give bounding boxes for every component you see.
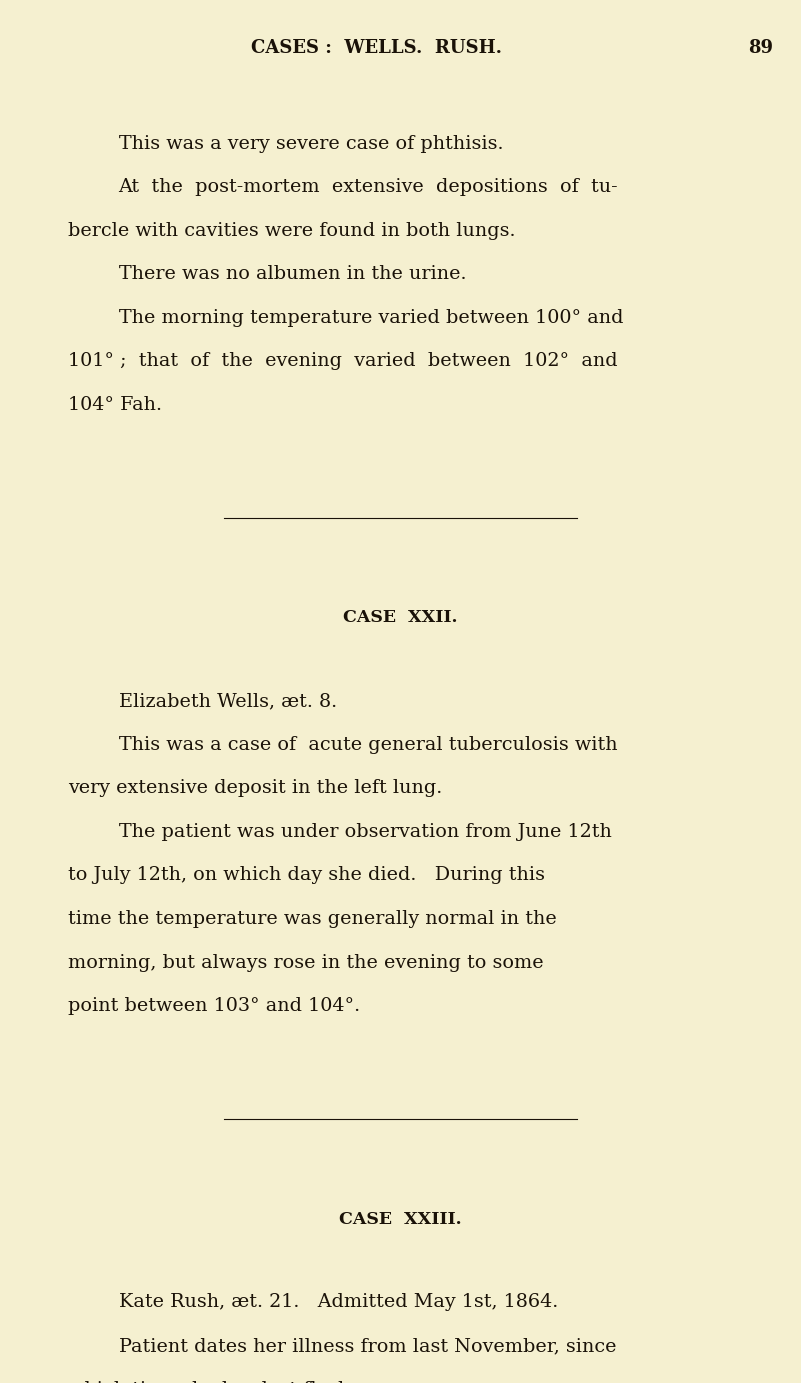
Text: point between 103° and 104°.: point between 103° and 104°. [68, 997, 360, 1015]
Text: Elizabeth Wells, æt. 8.: Elizabeth Wells, æt. 8. [119, 692, 336, 711]
Text: to July 12th, on which day she died.   During this: to July 12th, on which day she died. Dur… [68, 866, 545, 885]
Text: 101° ;  that  of  the  evening  varied  between  102°  and: 101° ; that of the evening varied betwee… [68, 353, 618, 371]
Text: CASES :  WELLS.  RUSH.: CASES : WELLS. RUSH. [251, 39, 502, 57]
Text: 104° Fah.: 104° Fah. [68, 396, 162, 414]
Text: CASE  XXIII.: CASE XXIII. [339, 1210, 462, 1228]
Text: Kate Rush, æt. 21.   Admitted May 1st, 1864.: Kate Rush, æt. 21. Admitted May 1st, 186… [119, 1293, 557, 1311]
Text: The morning temperature varied between 100° and: The morning temperature varied between 1… [119, 308, 623, 326]
Text: morning, but always rose in the evening to some: morning, but always rose in the evening … [68, 953, 544, 972]
Text: time the temperature was generally normal in the: time the temperature was generally norma… [68, 910, 557, 928]
Text: This was a case of  acute general tuberculosis with: This was a case of acute general tubercu… [119, 736, 618, 754]
Text: CASE  XXII.: CASE XXII. [344, 610, 457, 626]
Text: This was a very severe case of phthisis.: This was a very severe case of phthisis. [119, 134, 503, 152]
Text: The patient was under observation from June 12th: The patient was under observation from J… [119, 823, 611, 841]
Text: which time she has lost flesh.: which time she has lost flesh. [68, 1380, 356, 1383]
Text: Patient dates her illness from last November, since: Patient dates her illness from last Nove… [119, 1337, 616, 1355]
Text: There was no albumen in the urine.: There was no albumen in the urine. [119, 266, 466, 284]
Text: 89: 89 [748, 39, 773, 57]
Text: bercle with cavities were found in both lungs.: bercle with cavities were found in both … [68, 221, 516, 239]
Text: At  the  post-mortem  extensive  depositions  of  tu-: At the post-mortem extensive depositions… [119, 178, 618, 196]
Text: very extensive deposit in the left lung.: very extensive deposit in the left lung. [68, 779, 442, 798]
